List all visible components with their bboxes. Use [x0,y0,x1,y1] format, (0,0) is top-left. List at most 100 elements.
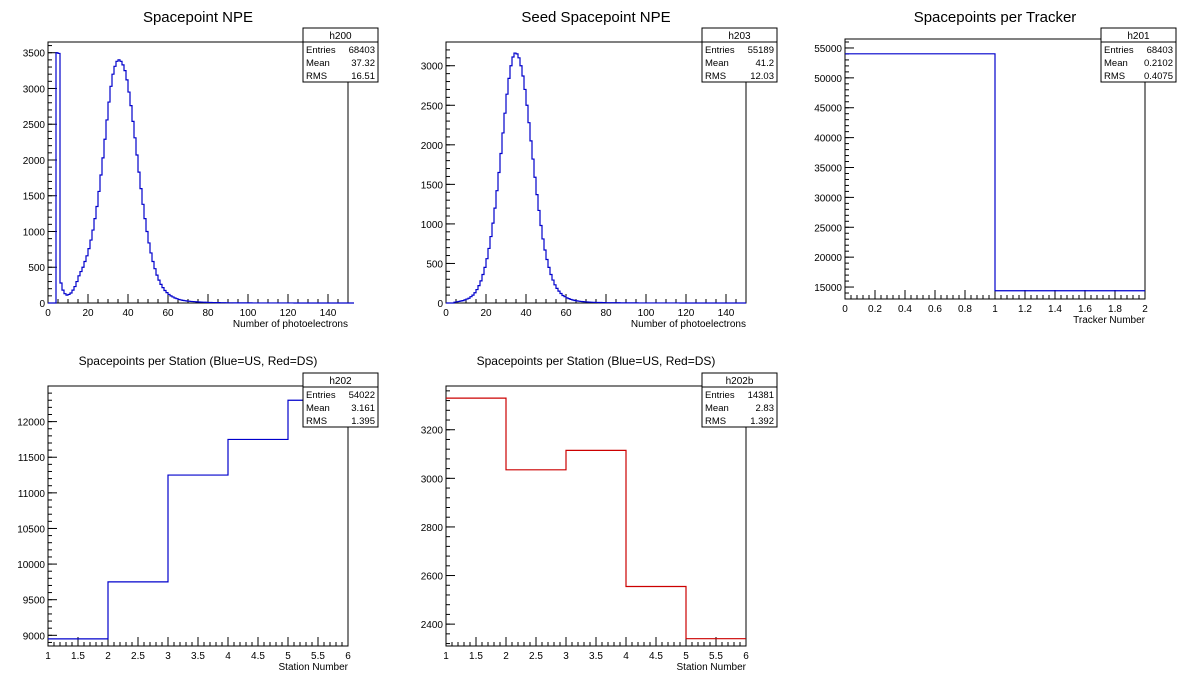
histogram-bin [172,297,174,303]
y-tick-label: 3500 [23,49,46,60]
x-tick-label: 4 [225,651,231,662]
y-tick-label: 3200 [421,426,444,437]
x-axis-label: Station Number [677,662,747,673]
y-tick-label: 2800 [421,523,444,534]
x-tick-label: 140 [718,308,735,319]
stats-row-label: RMS [306,416,327,427]
stats-box-title: h201 [1127,31,1150,42]
y-tick-label: 0 [437,299,443,310]
histogram-bin [528,123,530,303]
stats-row-value: 55189 [748,45,774,56]
stats-box-frame [701,372,778,428]
stats-row-label: RMS [705,416,726,427]
histogram-bin [506,94,508,303]
histogram-bin [496,191,498,303]
x-tick-label: 0.2 [868,304,882,315]
x-tick-label: 3.5 [191,651,205,662]
y-tick-label: 3000 [421,62,444,73]
histogram-bin [466,299,468,303]
histogram-bin [474,293,476,303]
stats-row-label: Mean [705,403,729,414]
y-tick-label: 9000 [23,631,46,642]
x-tick-label: 5 [683,651,689,662]
histogram-bin [110,86,112,303]
y-tick-label: 1500 [23,192,46,203]
histogram-bin [510,66,512,303]
x-tick-label: 5.5 [311,651,325,662]
histogram-bin [584,302,586,303]
y-tick-label: 2600 [421,572,444,583]
histogram-bin [108,582,168,646]
histogram-bin [194,302,196,303]
histogram-bin [84,262,86,303]
histogram-bin [548,267,550,303]
histogram-bin [586,302,588,303]
histogram-bin [156,275,158,303]
histogram-bin [112,74,114,303]
histogram-bin [995,291,1145,299]
histogram-bin [558,291,560,303]
x-tick-label: 3 [563,651,569,662]
stats-box-title: h200 [329,31,352,42]
histogram-bin [78,276,80,303]
stats-box: h200 Entries 68403 Mean 37.32 RMS 16.51 [302,27,379,83]
histogram-bin [106,120,108,303]
histogram-bin [82,267,84,303]
histogram-bin [480,281,482,303]
chart-title: Seed Spacepoint NPE [521,9,670,26]
y-tick-label: 10500 [17,524,45,535]
histogram-bin [532,159,534,303]
stats-row-value: 1.392 [750,416,774,427]
y-tick-label: 35000 [814,164,842,175]
histogram-bin [138,172,140,303]
histogram-bin [536,195,538,303]
histogram-bin [56,53,58,303]
x-tick-label: 1.6 [1078,304,1092,315]
stats-box-title: h202 [329,376,352,387]
histogram-bin [200,302,202,303]
y-tick-label: 10000 [17,560,45,571]
y-tick-label: 500 [28,263,45,274]
y-tick-label: 3000 [23,84,46,95]
histogram-bin [62,290,64,303]
histogram-bin [168,294,170,303]
x-tick-label: 0.4 [898,304,912,315]
x-tick-label: 120 [280,308,297,319]
histogram-bin [488,248,490,303]
y-tick-label: 50000 [814,74,842,85]
x-tick-label: 40 [520,308,532,319]
x-tick-label: 2.5 [529,651,543,662]
y-tick-label: 500 [426,259,443,270]
y-tick-label: 30000 [814,193,842,204]
histogram-bin [116,61,118,303]
stats-row-label: RMS [705,71,726,82]
histogram-bin [124,71,126,303]
stats-row-value: 3.161 [351,403,375,414]
histogram-bin [460,301,462,303]
stats-row-label: Mean [1104,58,1128,69]
histogram-bin [102,158,104,303]
histogram-bin [568,299,570,303]
stats-row-value: 54022 [349,390,375,401]
histogram-bin [576,301,578,303]
stats-row-value: 41.2 [756,58,775,69]
x-tick-label: 1.8 [1108,304,1122,315]
histogram-bin [206,302,208,303]
histogram-bin [592,302,594,303]
histogram-bin [500,154,502,303]
x-tick-label: 1.2 [1018,304,1032,315]
histogram-series [446,52,746,304]
stats-box-frame [302,27,379,83]
histogram-bin [454,302,456,303]
histogram-bin [122,65,124,303]
x-tick-label: 60 [560,308,572,319]
x-tick-label: 3 [165,651,171,662]
stats-box-frame [302,372,379,428]
histogram-bin [90,240,92,303]
histogram-bin [526,105,528,303]
histogram-bin [502,133,504,303]
stats-row-value: 16.51 [351,71,375,82]
stats-row-label: Entries [1104,45,1134,56]
y-tick-label: 40000 [814,134,842,145]
